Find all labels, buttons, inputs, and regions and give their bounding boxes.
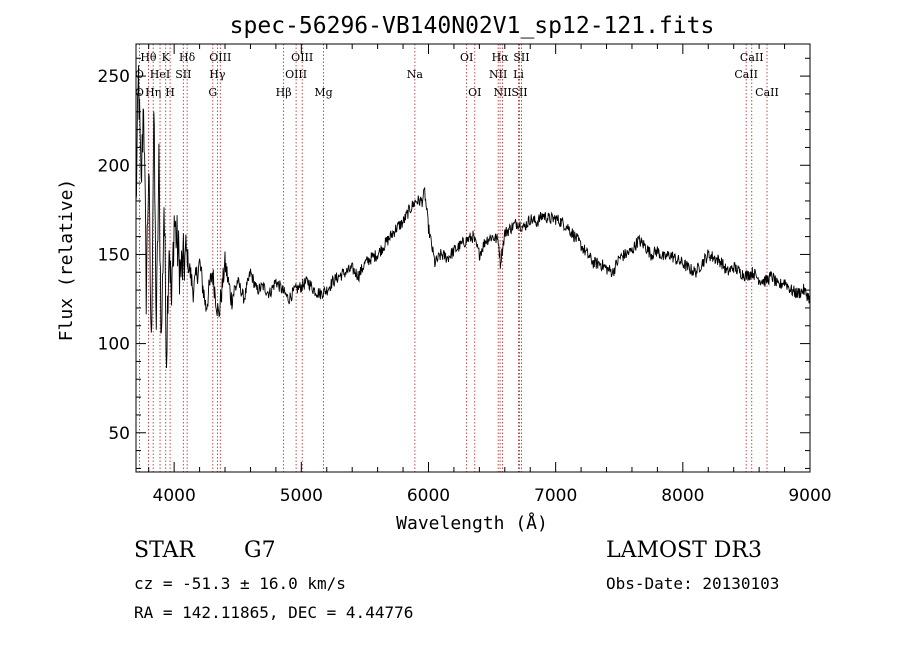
line-label: OI: [468, 86, 481, 99]
y-axis: 50 100 150 200 250: [98, 57, 810, 469]
line-label: Hα: [492, 51, 510, 64]
line-label: Li: [513, 68, 524, 81]
line-label: O: [135, 86, 144, 99]
object-subclass: G7: [244, 538, 276, 563]
x-tick-label: 4000: [153, 486, 196, 506]
line-label: OIII: [291, 51, 313, 64]
line-label: CaII: [740, 51, 764, 64]
line-label: CaII: [755, 86, 779, 99]
object-class: STAR: [134, 538, 195, 563]
line-label: K: [162, 51, 171, 64]
line-label: Hδ: [179, 51, 196, 64]
line-label: G: [208, 86, 217, 99]
obs-date: Obs-Date: 20130103: [606, 574, 780, 593]
line-label: Mg: [314, 86, 332, 99]
y-tick-label: 250: [98, 67, 130, 87]
line-label: Hθ: [140, 51, 157, 64]
line-label: SII: [513, 51, 529, 64]
line-label: Na: [407, 68, 424, 81]
line-label: HeI: [150, 68, 170, 81]
line-label: NII: [493, 86, 511, 99]
line-label: H: [165, 86, 175, 99]
line-label: OI: [460, 51, 473, 64]
line-label: CaII: [734, 68, 758, 81]
chart-title: spec-56296-VB140N02V1_sp12-121.fits: [230, 13, 715, 39]
spectrum-line: [135, 65, 811, 369]
x-tick-label: 7000: [534, 486, 577, 506]
line-label: SII: [511, 86, 527, 99]
y-tick-label: 150: [98, 245, 130, 265]
y-axis-label: Flux (relative): [56, 179, 77, 342]
x-tick-label: 5000: [280, 486, 323, 506]
x-axis-label: Wavelength (Å): [396, 512, 548, 534]
line-label: Hγ: [209, 68, 226, 81]
coordinates-readout: RA = 142.11865, DEC = 4.44776: [134, 603, 414, 622]
y-tick-label: 100: [98, 335, 130, 355]
line-label: SII: [175, 68, 191, 81]
y-tick-label: 200: [98, 156, 130, 176]
line-label: OIII: [285, 68, 307, 81]
spectrum-series: [135, 65, 811, 369]
x-axis: 4000 5000 6000 7000 8000 9000: [148, 44, 832, 506]
x-tick-label: 8000: [661, 486, 704, 506]
line-markers: [139, 44, 768, 472]
x-tick-label: 9000: [788, 486, 831, 506]
line-label: Hη: [145, 86, 161, 99]
redshift-readout: cz = -51.3 ± 16.0 km/s: [134, 574, 346, 593]
survey-name: LAMOST DR3: [606, 538, 762, 563]
line-label: Hβ: [276, 86, 292, 99]
y-tick-label: 50: [108, 424, 130, 444]
line-label: O: [135, 68, 144, 81]
line-label: OIII: [209, 51, 231, 64]
x-tick-label: 6000: [407, 486, 450, 506]
line-label: NII: [489, 68, 507, 81]
plot-frame: [135, 43, 811, 473]
